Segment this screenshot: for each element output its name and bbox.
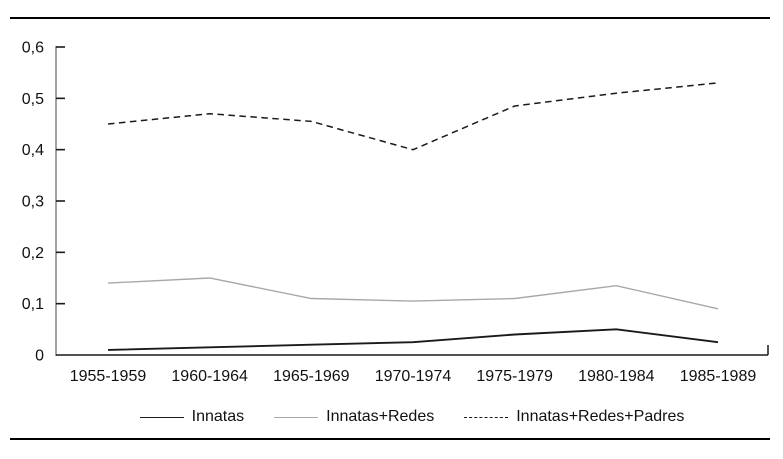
legend-item-innatas-redes: Innatas+Redes <box>274 408 434 426</box>
y-tick-label-1: 0,1 <box>22 296 44 313</box>
x-tick-label-0: 1955-1959 <box>70 368 147 385</box>
series-line-innatas-redes <box>107 277 719 310</box>
x-tick-label-3: 1970-1974 <box>375 368 452 385</box>
y-tick-label-3: 0,3 <box>22 194 44 211</box>
series-line-innatas-redes-padres <box>107 82 719 151</box>
y-tick-label-6: 0,6 <box>22 40 44 57</box>
legend-label-innatas-redes-padres: Innatas+Redes+Padres <box>516 408 685 425</box>
x-tick-label-5: 1980-1984 <box>578 368 655 385</box>
x-tick-label-4: 1975-1979 <box>476 368 553 385</box>
top-rule <box>10 17 770 19</box>
legend-line-sample-innatas-redes <box>274 416 319 418</box>
legend-item-innatas-redes-padres: Innatas+Redes+Padres <box>464 408 684 426</box>
legend-line-sample-innatas <box>139 416 184 418</box>
y-tick-label-0: 0 <box>35 348 44 365</box>
y-tick-label-2: 0,2 <box>22 245 44 262</box>
legend-label-innatas-redes: Innatas+Redes <box>326 408 435 425</box>
x-tick-label-1: 1960-1964 <box>171 368 248 385</box>
bottom-rule <box>10 438 770 440</box>
series-line-innatas <box>107 328 719 351</box>
x-tick-label-2: 1965-1969 <box>273 368 350 385</box>
legend-item-innatas: Innatas <box>139 408 245 426</box>
legend-label-innatas: Innatas <box>191 408 245 425</box>
y-tick-label-5: 0,5 <box>22 91 44 108</box>
legend-line-sample-innatas-redes-padres <box>464 416 509 418</box>
chart-legend: Innatas Innatas+Redes Innatas+Redes+Padr… <box>56 404 768 430</box>
y-tick-label-4: 0,4 <box>22 142 44 159</box>
x-tick-label-6: 1985-1989 <box>680 368 757 385</box>
